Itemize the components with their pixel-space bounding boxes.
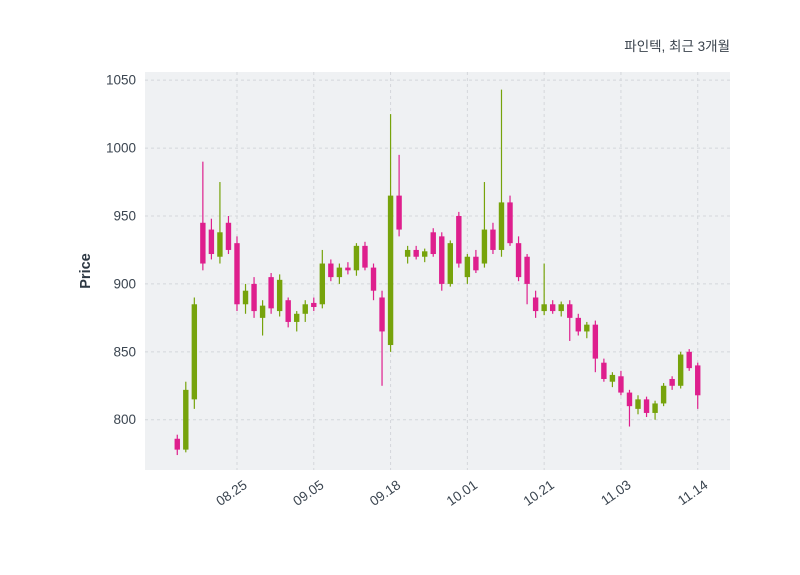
candle-body — [268, 277, 274, 309]
candle-body — [669, 378, 675, 386]
x-tick-label: 08.25 — [213, 477, 249, 509]
candle-body — [524, 256, 530, 284]
candle-body — [422, 251, 428, 257]
candle-body — [490, 229, 496, 250]
candle-body — [652, 403, 658, 413]
candle-body — [447, 243, 453, 284]
plot-area — [145, 72, 730, 470]
x-tick-label: 10.01 — [444, 477, 480, 509]
candle-body — [601, 362, 607, 379]
candle-body — [242, 290, 249, 305]
candle-body — [294, 313, 300, 322]
candle-body — [515, 243, 522, 278]
x-tick-label: 10.21 — [521, 477, 557, 509]
y-tick-label: 1050 — [106, 73, 136, 88]
y-tick-label: 800 — [113, 412, 136, 427]
candle-body — [328, 263, 334, 278]
candle-body — [404, 249, 411, 257]
candle-body — [660, 385, 667, 404]
y-tick-label: 950 — [113, 208, 136, 223]
candle-body — [370, 267, 377, 291]
candle-body — [584, 324, 590, 332]
y-tick-label: 850 — [113, 344, 136, 359]
candle-body — [456, 215, 462, 264]
candle-body — [413, 249, 419, 257]
candle-body — [225, 222, 232, 250]
candle-body — [336, 267, 343, 278]
candles-group — [174, 89, 701, 456]
candle-body — [498, 202, 505, 250]
candle-body — [609, 374, 616, 382]
candle-body — [353, 245, 360, 271]
candle-body — [319, 263, 326, 305]
candle-body — [558, 304, 564, 312]
candle-body — [362, 245, 368, 268]
candle-body — [635, 399, 641, 409]
candle-body — [549, 304, 556, 312]
x-tick-label: 09.05 — [290, 477, 326, 509]
x-tick-label: 11.14 — [675, 477, 711, 508]
candle-body — [174, 438, 180, 450]
candle-body — [379, 297, 385, 332]
candle-body — [285, 300, 291, 322]
candle-body — [259, 305, 266, 318]
candle-body — [200, 222, 206, 264]
candle-body — [695, 365, 701, 396]
chart-title: 파인텍, 최근 3개월 — [624, 39, 730, 54]
candle-body — [626, 392, 633, 407]
candle-body — [481, 229, 488, 264]
y-axis-label: Price — [78, 253, 94, 288]
y-tick-labels: 800 850 900 950 1000 1050 — [106, 73, 136, 428]
candle-body — [507, 202, 513, 244]
candle-body — [643, 399, 650, 413]
candle-body — [677, 354, 684, 386]
candle-body — [430, 232, 436, 255]
candle-body — [234, 243, 240, 305]
candle-body — [464, 256, 471, 278]
candle-body — [396, 195, 402, 230]
candle-body — [276, 279, 283, 312]
candle-body — [251, 283, 257, 312]
candle-body — [345, 267, 351, 271]
candle-body — [567, 304, 573, 318]
candle-body — [532, 297, 539, 312]
candle-body — [686, 351, 692, 369]
x-tick-label: 11.03 — [598, 477, 633, 508]
x-tick-labels: 08.25 09.05 09.18 10.01 10.21 11.03 11.14 — [213, 477, 710, 509]
candle-body — [217, 232, 223, 257]
y-tick-label: 900 — [113, 276, 136, 291]
candle-body — [541, 304, 547, 312]
candle-body — [618, 376, 624, 393]
candle-body — [439, 236, 445, 284]
candle-body — [387, 195, 394, 346]
candle-body — [311, 302, 317, 307]
candle-body — [191, 304, 198, 400]
candle-body — [592, 324, 599, 359]
candle-body — [473, 256, 479, 271]
x-tick-label: 09.18 — [367, 477, 403, 509]
y-tick-label: 1000 — [106, 141, 136, 156]
candle-body — [183, 389, 189, 450]
candle-body — [208, 229, 215, 255]
candle-body — [575, 317, 581, 332]
candle-body — [302, 304, 308, 314]
